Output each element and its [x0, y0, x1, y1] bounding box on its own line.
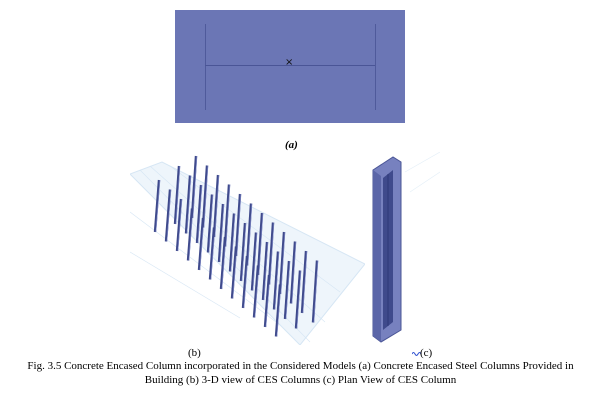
- ces-column-35: [311, 260, 319, 323]
- ces-column-highlight: [203, 165, 209, 228]
- ces-column-2: [175, 198, 183, 252]
- ces-column-highlight: [313, 260, 319, 323]
- label-a: (a): [285, 139, 298, 151]
- ces-column-16: [217, 203, 225, 263]
- ces-column-highlight: [208, 194, 214, 253]
- ces-column-21: [272, 251, 280, 310]
- ces-column-34: [300, 250, 308, 314]
- label-c: (c): [420, 347, 433, 359]
- ces-column-highlight: [269, 222, 275, 285]
- ces-column-highlight: [291, 241, 297, 304]
- ces-column-32: [278, 231, 286, 295]
- figure-caption: Fig. 3.5 Concrete Encased Column incorpo…: [2, 359, 599, 387]
- ces-column-highlight: [197, 184, 203, 244]
- ces-column-1: [164, 189, 172, 242]
- ces-column-12: [173, 165, 181, 225]
- ces-column-highlight: [214, 174, 220, 238]
- ces-column-27: [223, 184, 231, 247]
- ces-column-highlight: [236, 193, 242, 257]
- ces-column-31: [267, 222, 275, 285]
- ces-column-17: [228, 213, 236, 272]
- steel-flange-right: [375, 24, 376, 110]
- ces-column-29: [245, 203, 253, 266]
- plan-section-a: ×: [175, 10, 405, 123]
- ces-column-19: [250, 232, 258, 291]
- caption-line-2: Building (b) 3-D view of CES Columns (c)…: [144, 374, 457, 386]
- ces-column-26: [212, 174, 220, 238]
- ces-column-highlight: [177, 198, 183, 252]
- 3d-view-b: [130, 155, 365, 345]
- ces-column-highlight: [296, 270, 302, 329]
- ces-column-highlight: [166, 189, 172, 242]
- ces-column-18: [239, 222, 247, 282]
- ces-columns: [153, 155, 319, 337]
- ces-column-25: [201, 165, 209, 228]
- steel-web: [205, 65, 375, 66]
- ces-column-22: [283, 260, 291, 320]
- squiggle-icon: [412, 352, 422, 356]
- ces-column-highlight: [186, 175, 192, 234]
- ces-column-highlight: [241, 222, 247, 282]
- ces-column-28: [234, 193, 242, 257]
- ces-column-highlight: [155, 179, 161, 233]
- caption-line-1: Fig. 3.5 Concrete Encased Column incorpo…: [27, 360, 574, 372]
- ces-column-highlight: [247, 203, 253, 266]
- ces-column-0: [153, 179, 161, 233]
- cross-mark-icon: ×: [285, 57, 294, 68]
- ces-column-30: [256, 212, 264, 276]
- ces-column-highlight: [263, 241, 269, 301]
- ces-column-highlight: [175, 165, 181, 225]
- ces-column-highlight: [252, 232, 258, 291]
- ces-column-highlight: [285, 260, 291, 320]
- steel-flange-left: [205, 24, 206, 110]
- ces-column-highlight: [302, 250, 308, 314]
- ces-column-33: [289, 241, 297, 304]
- ces-column-20: [261, 241, 269, 301]
- ces-column-highlight: [192, 155, 198, 219]
- label-b: (b): [188, 347, 201, 359]
- ces-column-13: [184, 175, 192, 234]
- ces-column-highlight: [258, 212, 264, 276]
- ces-column-highlight: [274, 251, 280, 310]
- ces-column-14: [195, 184, 203, 244]
- ces-column-highlight: [219, 203, 225, 263]
- ces-column-24: [190, 155, 198, 219]
- ces-column-highlight: [225, 184, 231, 247]
- ces-column-highlight: [230, 213, 236, 272]
- ces-column-23: [294, 270, 302, 329]
- column-view-c: [372, 152, 440, 343]
- ces-column-highlight: [280, 231, 286, 295]
- ces-column-15: [206, 194, 214, 253]
